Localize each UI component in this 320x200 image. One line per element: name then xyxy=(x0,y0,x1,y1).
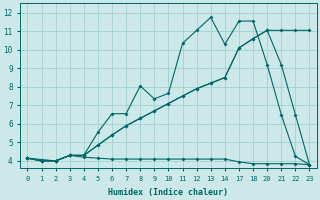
X-axis label: Humidex (Indice chaleur): Humidex (Indice chaleur) xyxy=(108,188,228,197)
